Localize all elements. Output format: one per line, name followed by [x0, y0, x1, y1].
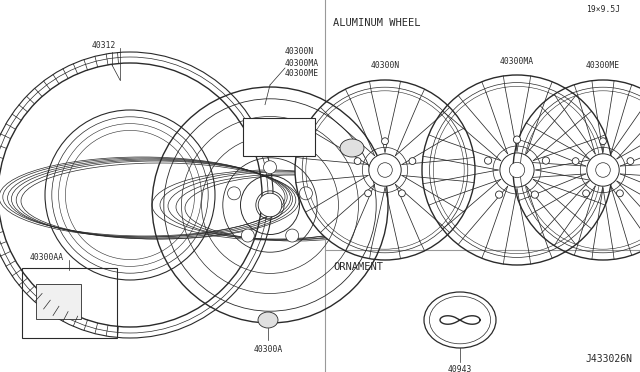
- Circle shape: [587, 154, 620, 186]
- Ellipse shape: [340, 139, 364, 157]
- Circle shape: [542, 157, 550, 164]
- Circle shape: [378, 163, 392, 177]
- Circle shape: [582, 190, 589, 197]
- Circle shape: [258, 193, 282, 217]
- Circle shape: [596, 163, 611, 177]
- Circle shape: [354, 158, 361, 164]
- Text: 40300MA: 40300MA: [285, 58, 319, 67]
- Text: 40224: 40224: [388, 122, 412, 131]
- Text: 40943: 40943: [448, 366, 472, 372]
- Circle shape: [495, 191, 503, 198]
- Text: 40300AA: 40300AA: [30, 253, 64, 263]
- Text: J433026N: J433026N: [585, 354, 632, 364]
- Circle shape: [295, 80, 475, 260]
- Text: 40300ME: 40300ME: [285, 70, 319, 78]
- Circle shape: [500, 153, 534, 187]
- Circle shape: [399, 190, 405, 197]
- Circle shape: [509, 162, 525, 178]
- Bar: [243, 118, 315, 156]
- Circle shape: [365, 190, 371, 197]
- Circle shape: [422, 75, 612, 265]
- Text: 40312: 40312: [92, 41, 116, 49]
- Text: 40300N: 40300N: [285, 48, 314, 57]
- Text: (40700M): (40700M): [260, 138, 298, 148]
- Circle shape: [616, 190, 623, 197]
- Text: SEC.253: SEC.253: [263, 125, 295, 135]
- Circle shape: [409, 158, 416, 164]
- Circle shape: [484, 157, 492, 164]
- Circle shape: [572, 158, 579, 164]
- Text: 40300MA: 40300MA: [500, 57, 534, 65]
- Text: 40300ME: 40300ME: [586, 61, 620, 71]
- Circle shape: [264, 161, 276, 174]
- Circle shape: [285, 229, 299, 242]
- Text: 19×9.5J: 19×9.5J: [586, 6, 620, 15]
- Circle shape: [369, 154, 401, 186]
- Text: 40300A: 40300A: [253, 346, 283, 355]
- Bar: [22, 268, 117, 338]
- Circle shape: [600, 138, 607, 145]
- Bar: [36, 284, 81, 319]
- Text: 40300N: 40300N: [371, 61, 399, 71]
- Circle shape: [228, 187, 241, 200]
- Ellipse shape: [258, 312, 278, 328]
- Circle shape: [513, 136, 520, 143]
- Circle shape: [381, 138, 388, 145]
- Circle shape: [241, 229, 254, 242]
- Text: ORNAMENT: ORNAMENT: [333, 262, 383, 272]
- Text: 19×9J: 19×9J: [591, 0, 615, 3]
- Circle shape: [513, 80, 640, 260]
- Circle shape: [627, 158, 634, 164]
- Text: ALUMINUM WHEEL: ALUMINUM WHEEL: [333, 18, 420, 28]
- Circle shape: [300, 187, 312, 200]
- Circle shape: [531, 191, 538, 198]
